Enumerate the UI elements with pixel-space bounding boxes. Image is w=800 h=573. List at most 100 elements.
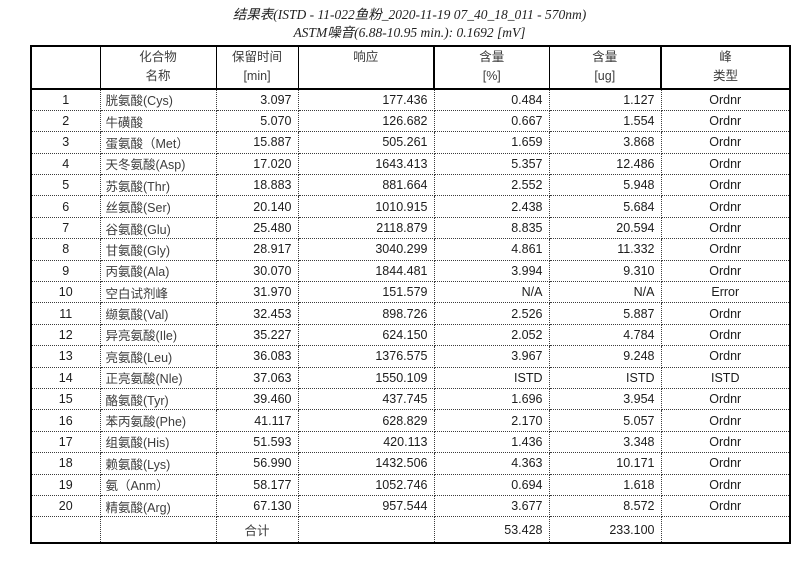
peak-type-cell: Error bbox=[660, 281, 791, 304]
retention-time-cell: 37.063 bbox=[215, 366, 299, 389]
table-row: 6 丝氨酸(Ser) 20.140 1010.915 2.438 5.684 Ordnr bbox=[30, 195, 791, 218]
row-number-cell: 13 bbox=[30, 345, 101, 368]
table-row: 7 谷氨酸(Glu) 25.480 2118.879 8.835 20.594 Ordnr bbox=[30, 216, 791, 240]
compound-name-cell: 胱氨酸(Cys) bbox=[99, 88, 217, 111]
row-number-cell: 12 bbox=[30, 323, 101, 347]
compound-name-cell: 赖氨酸(Lys) bbox=[99, 452, 217, 475]
content-ug-cell: 4.784 bbox=[548, 323, 662, 347]
content-percent-cell: 2.052 bbox=[433, 323, 550, 347]
response-cell: 1550.109 bbox=[297, 366, 435, 389]
retention-time-cell: 5.070 bbox=[215, 109, 299, 133]
content-ug-cell: 1.618 bbox=[548, 473, 662, 496]
response-cell: 881.664 bbox=[297, 174, 435, 197]
content-ug-cell: 10.171 bbox=[548, 452, 662, 475]
report-title: 结果表(ISTD - 11-022鱼粉_2020-11-19 07_40_18_… bbox=[232, 7, 587, 22]
table-row: 2 牛磺酸 5.070 126.682 0.667 1.554 Ordnr bbox=[30, 109, 791, 133]
peak-type-cell: Ordnr bbox=[660, 131, 791, 154]
peak-type-cell: ISTD bbox=[660, 366, 791, 389]
table-row: 13 亮氨酸(Leu) 36.083 1376.575 3.967 9.248 Ordnr bbox=[30, 345, 791, 368]
table-row: 19 氨（Anm） 58.177 1052.746 0.694 1.618 Ordnr bbox=[30, 473, 791, 496]
content-percent-cell: 0.484 bbox=[433, 88, 550, 111]
retention-time-cell: 67.130 bbox=[215, 494, 299, 518]
content-ug-cell: 5.057 bbox=[548, 409, 662, 432]
col-header-content-percent: 含量 [%] bbox=[433, 45, 550, 90]
response-cell: 1432.506 bbox=[297, 452, 435, 475]
response-cell: 1376.575 bbox=[297, 345, 435, 368]
response-cell: 126.682 bbox=[297, 109, 435, 133]
compound-name-cell: 丝氨酸(Ser) bbox=[99, 195, 217, 218]
table-row: 9 丙氨酸(Ala) 30.070 1844.481 3.994 9.310 Ordnr bbox=[30, 259, 791, 283]
response-cell: 3040.299 bbox=[297, 238, 435, 261]
compound-name-cell: 谷氨酸(Glu) bbox=[99, 216, 217, 240]
content-ug-cell: 9.310 bbox=[548, 259, 662, 283]
retention-time-cell: 25.480 bbox=[215, 216, 299, 240]
content-percent-cell: 1.436 bbox=[433, 430, 550, 454]
content-percent-cell: 4.363 bbox=[433, 452, 550, 475]
content-ug-cell: 12.486 bbox=[548, 152, 662, 176]
compound-name-cell: 苏氨酸(Thr) bbox=[99, 174, 217, 197]
content-percent-cell: 2.552 bbox=[433, 174, 550, 197]
content-percent-cell: 5.357 bbox=[433, 152, 550, 176]
retention-time-cell: 17.020 bbox=[215, 152, 299, 176]
astm-noise-subtitle: ASTM噪音(6.88-10.95 min.): 0.1692 [mV] bbox=[293, 25, 526, 40]
response-cell: 628.829 bbox=[297, 409, 435, 432]
peak-type-cell: Ordnr bbox=[660, 302, 791, 325]
row-number-cell: 5 bbox=[30, 174, 101, 197]
content-ug-cell: 11.332 bbox=[548, 238, 662, 261]
table-row: 8 甘氨酸(Gly) 28.917 3040.299 4.861 11.332 Ordnr bbox=[30, 238, 791, 261]
retention-time-cell: 58.177 bbox=[215, 473, 299, 496]
content-ug-cell: 3.868 bbox=[548, 131, 662, 154]
col-header-compound-name: 化合物 名称 bbox=[99, 45, 217, 90]
content-ug-cell: 5.948 bbox=[548, 174, 662, 197]
total-empty-row-number bbox=[30, 516, 101, 544]
compound-name-cell: 缬氨酸(Val) bbox=[99, 302, 217, 325]
response-cell: 1052.746 bbox=[297, 473, 435, 496]
table-row: 12 异亮氨酸(Ile) 35.227 624.150 2.052 4.784 Ordnr bbox=[30, 323, 791, 347]
response-cell: 624.150 bbox=[297, 323, 435, 347]
retention-time-cell: 28.917 bbox=[215, 238, 299, 261]
response-cell: 151.579 bbox=[297, 281, 435, 304]
row-number-cell: 3 bbox=[30, 131, 101, 154]
table-row: 10 空白试剂峰 31.970 151.579 N/A N/A Error bbox=[30, 281, 791, 304]
compound-name-cell: 氨（Anm） bbox=[99, 473, 217, 496]
peak-type-cell: Ordnr bbox=[660, 473, 791, 496]
row-number-cell: 20 bbox=[30, 494, 101, 518]
content-ug-cell: 1.554 bbox=[548, 109, 662, 133]
row-number-cell: 8 bbox=[30, 238, 101, 261]
table-row: 17 组氨酸(His) 51.593 420.113 1.436 3.348 Ordnr bbox=[30, 430, 791, 454]
content-ug-cell: 5.887 bbox=[548, 302, 662, 325]
content-ug-cell: 9.248 bbox=[548, 345, 662, 368]
table-row: 20 精氨酸(Arg) 67.130 957.544 3.677 8.572 Ordnr bbox=[30, 494, 791, 518]
peak-type-cell: Ordnr bbox=[660, 238, 791, 261]
content-ug-cell: 5.684 bbox=[548, 195, 662, 218]
retention-time-cell: 3.097 bbox=[215, 88, 299, 111]
response-cell: 898.726 bbox=[297, 302, 435, 325]
compound-name-cell: 甘氨酸(Gly) bbox=[99, 238, 217, 261]
col-header-peak-type: 峰 类型 bbox=[660, 45, 791, 90]
col-header-retention-time: 保留时间 [min] bbox=[215, 45, 299, 90]
response-cell: 1010.915 bbox=[297, 195, 435, 218]
content-percent-cell: 4.861 bbox=[433, 238, 550, 261]
table-header: 化合物 名称 保留时间 [min] 响应 含量 [%] 含量 [ug] bbox=[30, 45, 791, 90]
row-number-cell: 11 bbox=[30, 302, 101, 325]
content-percent-cell: 0.694 bbox=[433, 473, 550, 496]
retention-time-cell: 30.070 bbox=[215, 259, 299, 283]
compound-name-cell: 正亮氨酸(Nle) bbox=[99, 366, 217, 389]
content-ug-cell: 8.572 bbox=[548, 494, 662, 518]
peak-type-cell: Ordnr bbox=[660, 152, 791, 176]
row-number-cell: 17 bbox=[30, 430, 101, 454]
header-row: 化合物 名称 保留时间 [min] 响应 含量 [%] 含量 [ug] bbox=[30, 45, 791, 90]
compound-name-cell: 亮氨酸(Leu) bbox=[99, 345, 217, 368]
content-percent-cell: N/A bbox=[433, 281, 550, 304]
total-row: 合计 53.428 233.100 bbox=[30, 516, 791, 544]
content-ug-cell: 3.348 bbox=[548, 430, 662, 454]
peak-type-cell: Ordnr bbox=[660, 109, 791, 133]
peak-type-cell: Ordnr bbox=[660, 195, 791, 218]
col-header-response: 响应 bbox=[297, 45, 435, 90]
response-cell: 505.261 bbox=[297, 131, 435, 154]
compound-name-cell: 苯丙氨酸(Phe) bbox=[99, 409, 217, 432]
content-percent-cell: 2.170 bbox=[433, 409, 550, 432]
row-number-cell: 1 bbox=[30, 88, 101, 111]
retention-time-cell: 41.117 bbox=[215, 409, 299, 432]
